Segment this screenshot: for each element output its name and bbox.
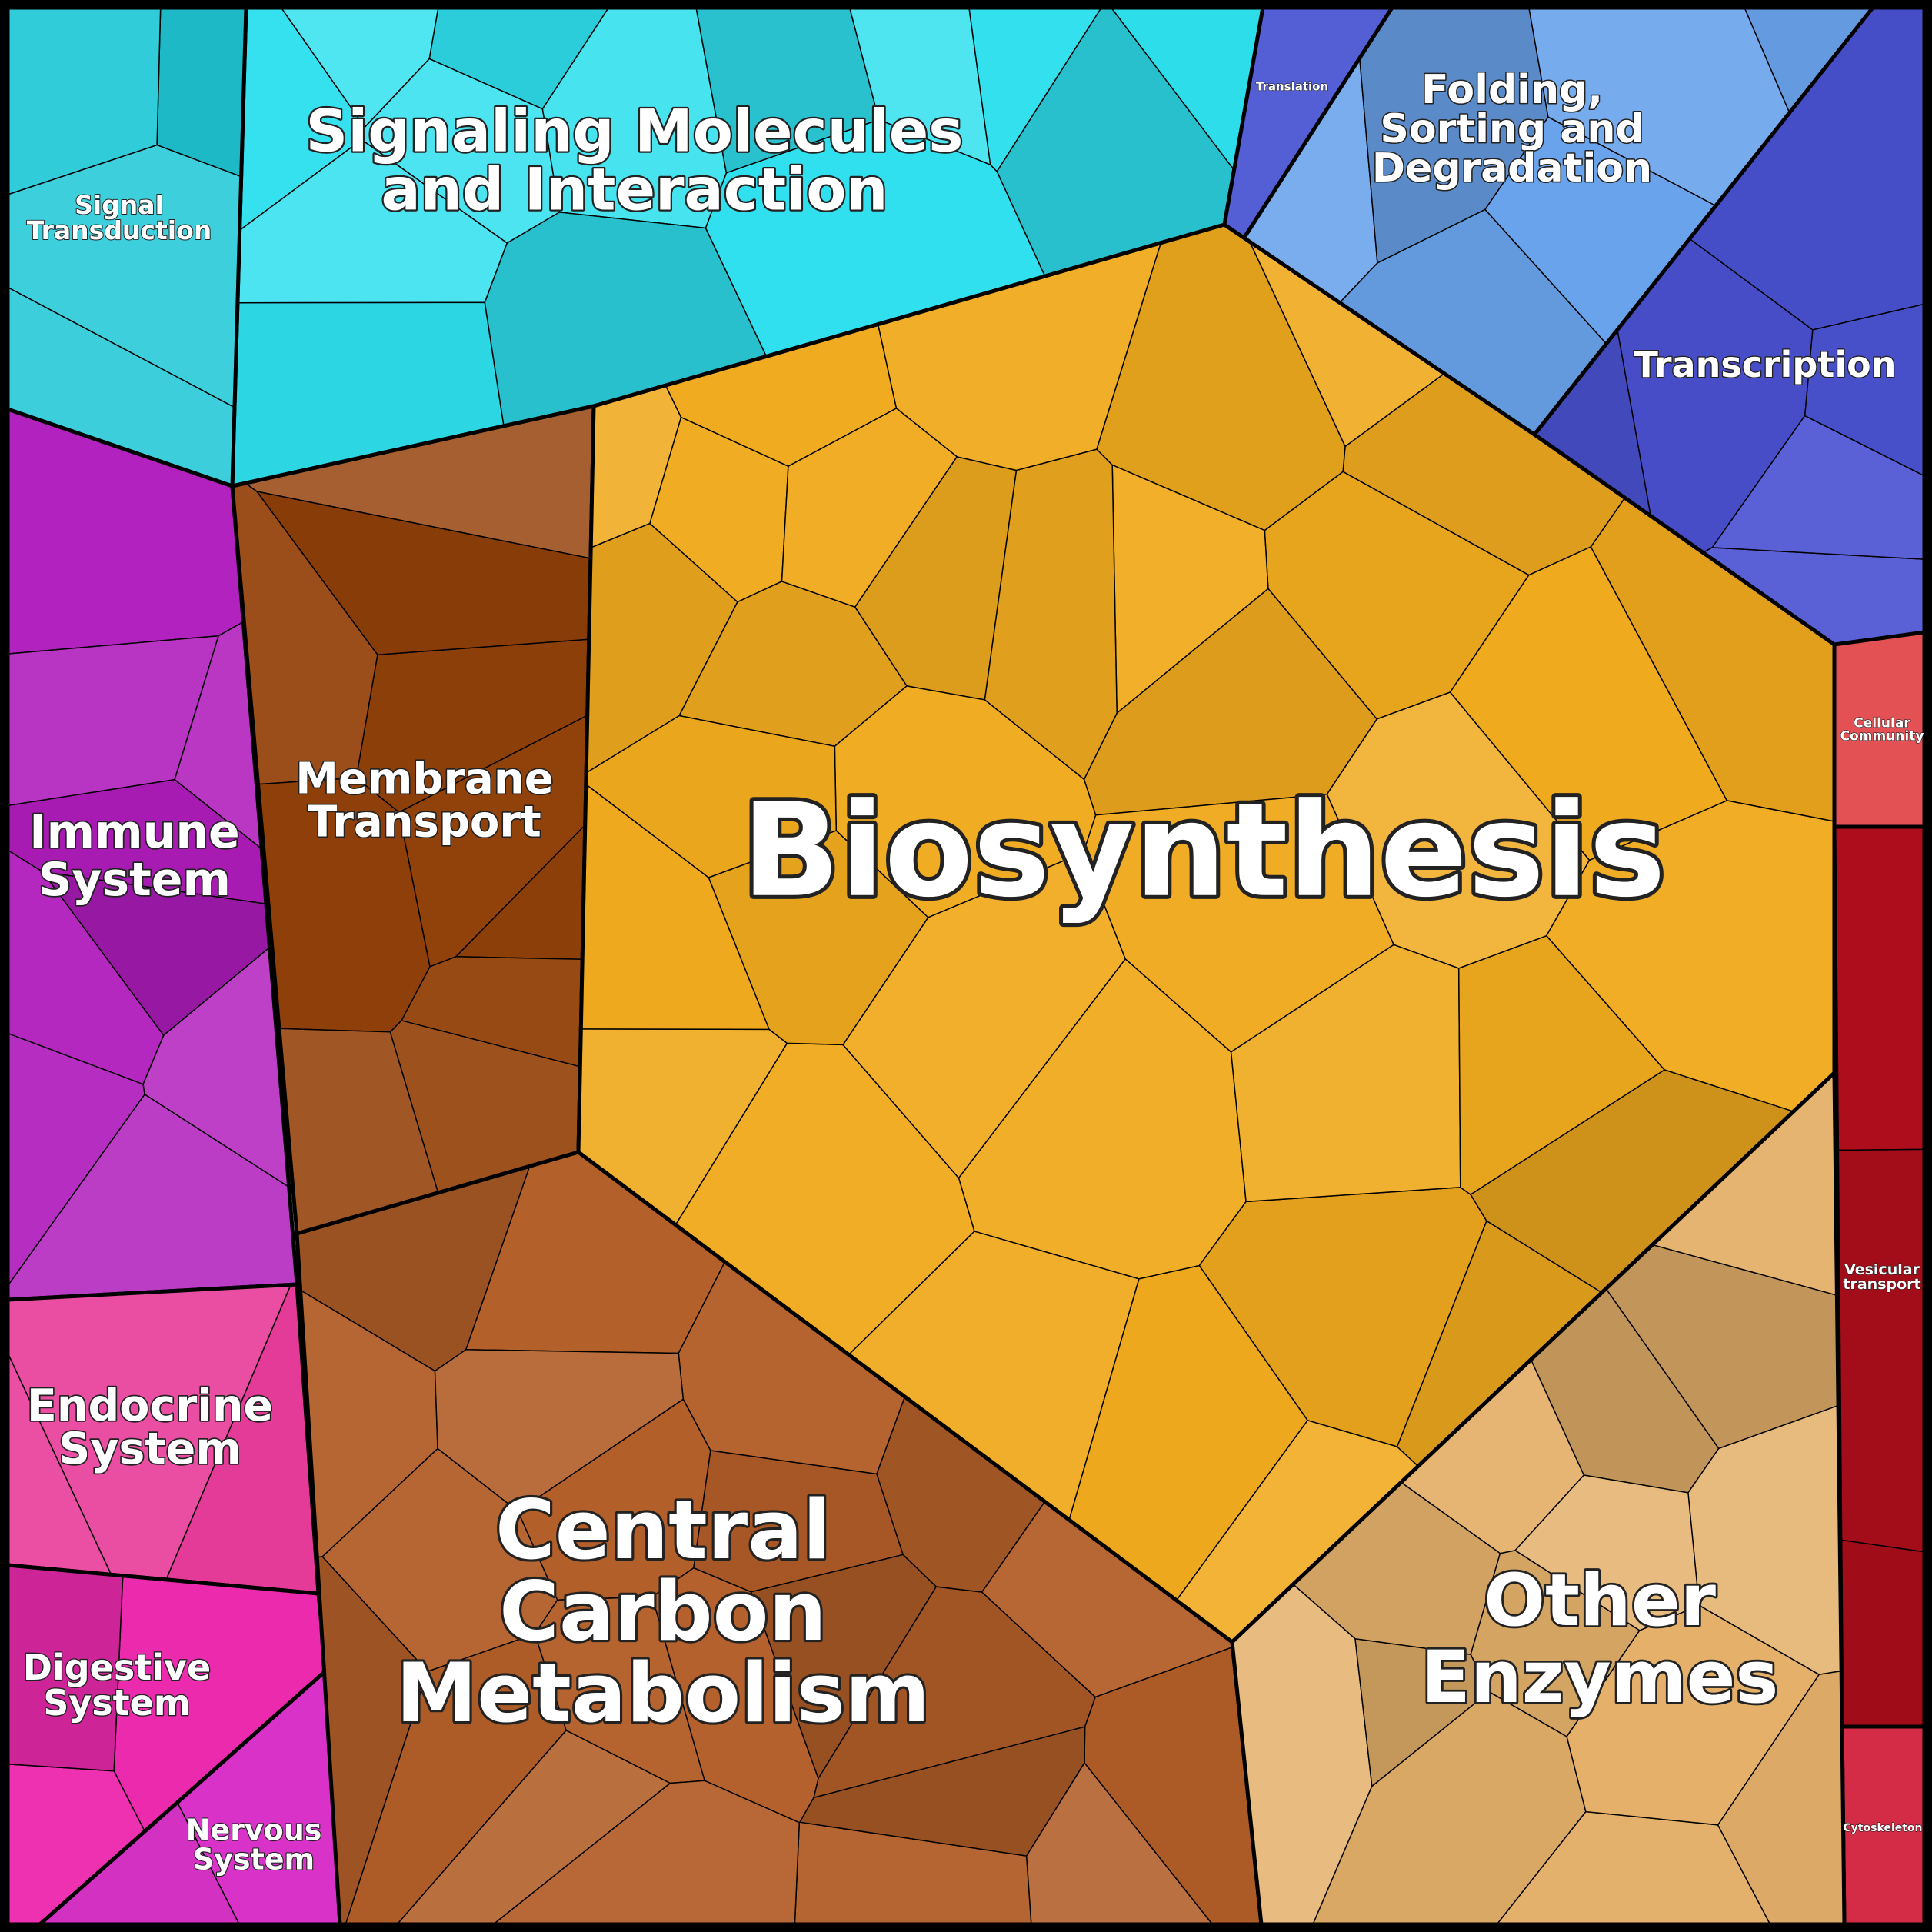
label-line: Folding, [1421,67,1603,113]
cell [798,1726,1086,1857]
label-line: Cytoskeleton [1843,1822,1922,1834]
label-translation: Translation [1256,79,1328,93]
label-cytoskeleton: Cytoskeleton [1843,1822,1922,1834]
region-nervous [38,1668,342,1927]
label-line: System [193,1842,315,1876]
label-line: Transduction [27,215,212,245]
label-line: Other [1484,1559,1717,1643]
cell [693,1450,904,1593]
region-central-carbon [295,1150,1264,1927]
cell [1457,934,1666,1196]
label-other-enzymes: Other Enzymes [1421,1559,1779,1720]
region-signal-transduction [5,5,248,488]
label-nervous: Nervous System [186,1813,322,1876]
label-line: Cellular [1854,715,1910,731]
region-vesicular [1832,824,1927,1729]
label-membrane: Membrane Transport [295,754,553,848]
cell [1836,1148,1925,1553]
label-biosynthesis: Biosynthesis [741,775,1666,926]
region-membrane [230,404,596,1236]
label-central-carbon: Central Carbon Metabolism [396,1483,931,1740]
label-line: Biosynthesis [741,775,1666,926]
cell [1834,826,1925,1151]
label-line: and Interaction [381,155,888,224]
label-cellular-community: Cellular Community [1840,715,1924,744]
region-immune [5,407,299,1302]
label-line: Immune [29,805,240,859]
label-folding: Folding, Sorting and Degradation [1372,67,1652,192]
label-line: Signaling Molecules [305,97,963,165]
label-line: Transport [308,798,541,848]
cell [1840,1539,1925,1727]
label-vesicular: Vesicular transport [1843,1261,1920,1293]
label-line: Metabolism [396,1646,931,1740]
label-endocrine: Endocrine System [27,1381,273,1474]
cell [781,408,958,608]
label-line: System [43,1682,191,1724]
label-line: Vesicular [1844,1261,1920,1278]
cell [257,777,431,1033]
region-outline [1230,1071,1847,1927]
region-other-enzymes [1230,1071,1847,1927]
label-transcription: Transcription [1634,344,1897,385]
label-line: Translation [1256,79,1328,93]
label-line: System [38,853,231,907]
label-signal-transduction: Signal Transduction [27,190,212,245]
label-line: Transcription [1634,344,1897,385]
label-line: Nervous [186,1813,322,1847]
label-line: Community [1840,728,1924,744]
label-line: Central [495,1483,831,1577]
label-line: Digestive [23,1647,211,1688]
cell [1514,1474,1700,1631]
label-line: transport [1843,1276,1920,1293]
label-signaling: Signaling Molecules and Interaction [305,97,963,224]
region-biosynthesis [576,222,1837,1644]
label-line: Endocrine [27,1381,273,1431]
label-immune: Immune System [29,805,240,907]
label-line: Enzymes [1421,1636,1779,1720]
region-transcription [1532,5,1927,650]
label-line: Sorting and [1380,106,1644,152]
region-endocrine [5,1282,321,1596]
label-digestive: Digestive System [23,1647,211,1724]
label-line: Membrane [295,754,553,804]
label-line: Signal [75,190,164,220]
cell [750,1554,938,1780]
label-line: Degradation [1372,145,1652,192]
cell [1449,546,1728,861]
cell [1083,793,1395,1053]
label-line: System [58,1424,241,1474]
label-line: Carbon [499,1564,827,1659]
